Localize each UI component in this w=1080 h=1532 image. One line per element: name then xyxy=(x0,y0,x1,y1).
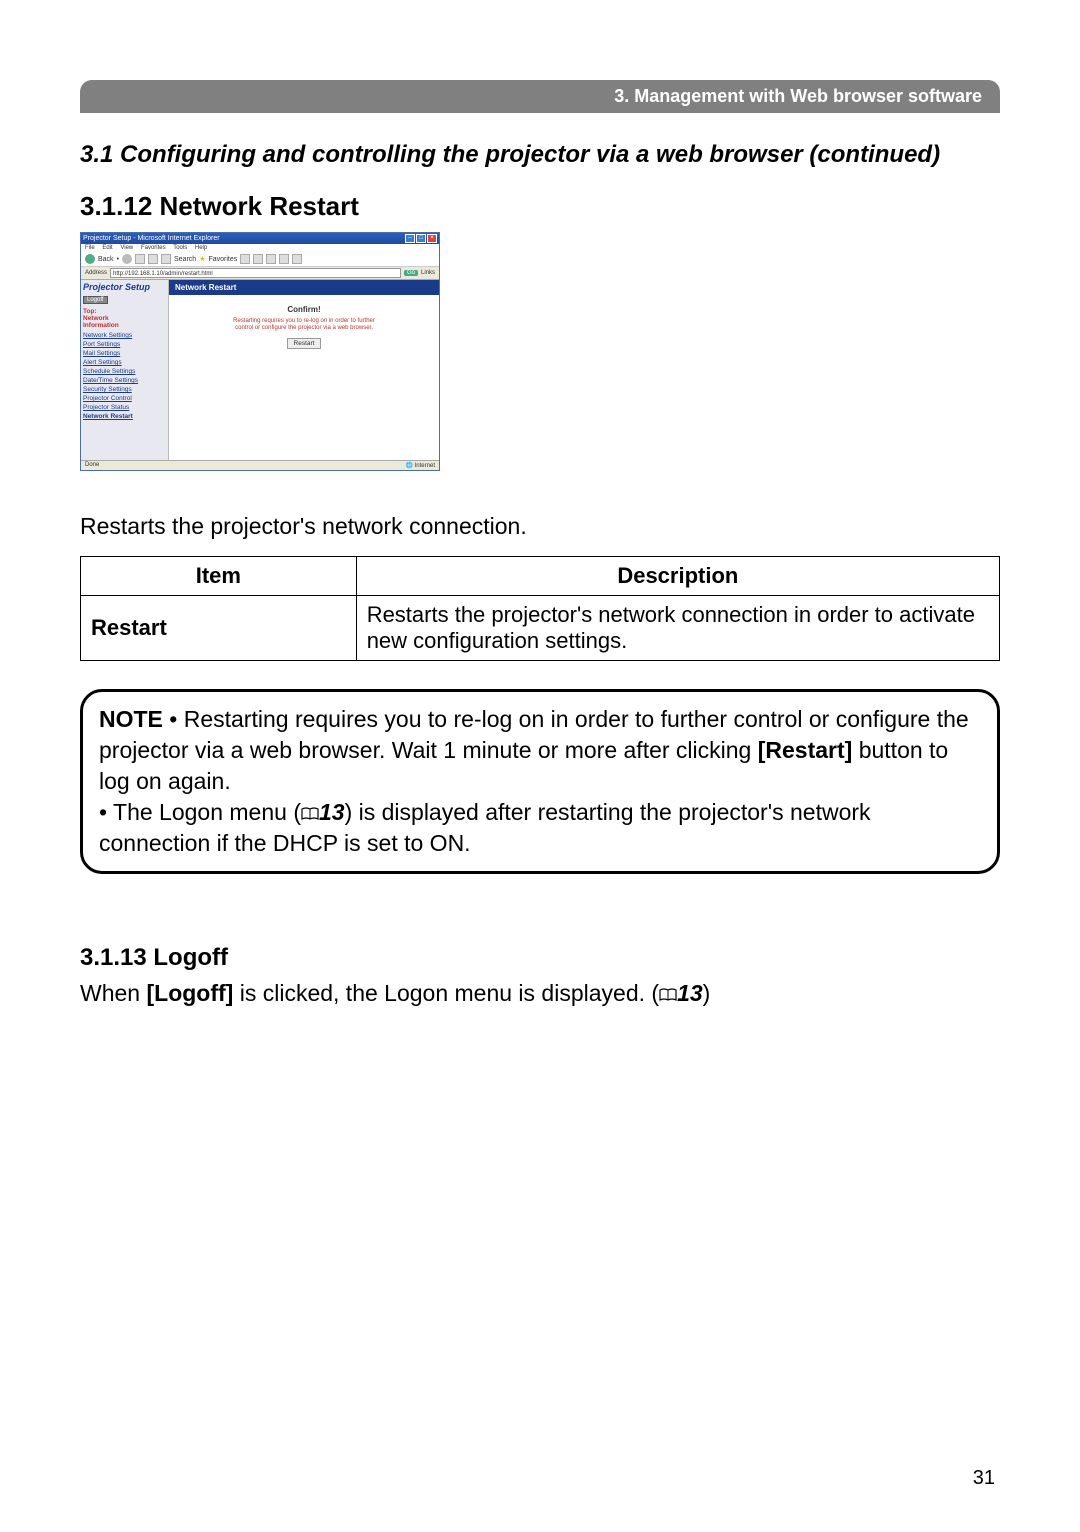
main-panel: Network Restart Confirm! Restarting requ… xyxy=(169,280,439,460)
description-table: Item Description Restart Restarts the pr… xyxy=(80,556,1000,661)
sidebar-item-projector-control: Projector Control xyxy=(83,395,166,402)
chapter-header: 3. Management with Web browser software xyxy=(80,80,1000,113)
table-header-row: Item Description xyxy=(81,557,1000,596)
sidebar-item-mail-settings: Mail Settings xyxy=(83,350,166,357)
maximize-icon: □ xyxy=(416,234,426,243)
td-item: Restart xyxy=(81,596,357,661)
sidebar-item-network-settings: Network Settings xyxy=(83,332,166,339)
logoff-text: When [Logoff] is clicked, the Logon menu… xyxy=(80,978,1000,1009)
url-field: http://192.168.1.10/admin/restart.html xyxy=(110,268,401,278)
address-label: Address xyxy=(85,270,107,276)
section-title: 3.1 Configuring and controlling the proj… xyxy=(80,141,1000,169)
sidebar-section-title: Top: Network Information xyxy=(83,308,166,329)
window-title: Projector Setup - Microsoft Internet Exp… xyxy=(83,235,220,242)
menu-view: View xyxy=(120,245,133,251)
address-bar: Address http://192.168.1.10/admin/restar… xyxy=(81,267,439,280)
menu-edit: Edit xyxy=(102,245,112,251)
subsection-3-1-13-title: 3.1.13 Logoff xyxy=(80,944,1000,972)
page-ref-13-b: 13 xyxy=(677,980,703,1006)
body-text-restart: Restarts the projector's network connect… xyxy=(80,511,1000,542)
sidebar-item-port-settings: Port Settings xyxy=(83,341,166,348)
restart-bold: [Restart] xyxy=(758,737,853,763)
home-icon xyxy=(161,254,171,264)
sidebar-item-alert-settings: Alert Settings xyxy=(83,359,166,366)
sidebar-item-security-settings: Security Settings xyxy=(83,386,166,393)
history-icon xyxy=(240,254,250,264)
links-label: Links xyxy=(421,270,435,276)
sidebar-item-projector-status: Projector Status xyxy=(83,404,166,411)
logoff-button: Logoff xyxy=(83,296,108,304)
sidebar: Projector Setup Logoff Top: Network Info… xyxy=(81,280,169,460)
table-row: Restart Restarts the projector's network… xyxy=(81,596,1000,661)
close-icon: × xyxy=(427,234,437,243)
page-number: 31 xyxy=(973,1467,995,1490)
minimize-icon: – xyxy=(405,234,415,243)
mail-icon xyxy=(253,254,263,264)
confirm-title: Confirm! xyxy=(179,305,429,314)
note-label: NOTE xyxy=(99,706,163,732)
restart-button: Restart xyxy=(287,338,322,349)
th-description: Description xyxy=(356,557,999,596)
book-icon xyxy=(301,798,319,812)
search-label: Search xyxy=(174,256,196,263)
status-left: Done xyxy=(85,462,99,469)
toolbar: Back • Search ★ Favorites xyxy=(81,252,439,267)
menu-tools: Tools xyxy=(173,245,187,251)
discuss-icon xyxy=(292,254,302,264)
logoff-bold: [Logoff] xyxy=(146,980,233,1006)
edit-icon xyxy=(279,254,289,264)
sidebar-logo: Projector Setup xyxy=(83,282,166,292)
status-right: 🌐 Internet xyxy=(406,462,436,469)
favorites-label: Favorites xyxy=(208,256,237,263)
book-icon xyxy=(659,979,677,993)
sidebar-item-schedule-settings: Schedule Settings xyxy=(83,368,166,375)
back-icon xyxy=(85,254,95,264)
note-text-2a: • The Logon menu ( xyxy=(99,799,301,825)
subsection-3-1-12-title: 3.1.12 Network Restart xyxy=(80,191,1000,222)
refresh-icon xyxy=(148,254,158,264)
stop-icon xyxy=(135,254,145,264)
print-icon xyxy=(266,254,276,264)
th-item: Item xyxy=(81,557,357,596)
note-box: NOTE • Restarting requires you to re-log… xyxy=(80,689,1000,874)
td-description: Restarts the projector's network connect… xyxy=(356,596,999,661)
sidebar-item-datetime-settings: Date/Time Settings xyxy=(83,377,166,384)
confirm-message: Restarting requires you to re-log on in … xyxy=(179,318,429,332)
status-bar: Done 🌐 Internet xyxy=(81,460,439,470)
forward-icon xyxy=(122,254,132,264)
menu-favorites: Favorites xyxy=(141,245,166,251)
menu-file: File xyxy=(85,245,95,251)
main-panel-header: Network Restart xyxy=(169,280,439,295)
menu-help: Help xyxy=(195,245,207,251)
window-titlebar: Projector Setup - Microsoft Internet Exp… xyxy=(81,233,439,244)
menu-bar: File Edit View Favorites Tools Help xyxy=(81,244,439,252)
back-label: Back xyxy=(98,256,114,263)
browser-screenshot: Projector Setup - Microsoft Internet Exp… xyxy=(80,232,440,471)
sidebar-item-network-restart: Network Restart xyxy=(83,413,166,420)
page-ref-13: 13 xyxy=(319,799,345,825)
go-button: Go xyxy=(404,270,418,276)
